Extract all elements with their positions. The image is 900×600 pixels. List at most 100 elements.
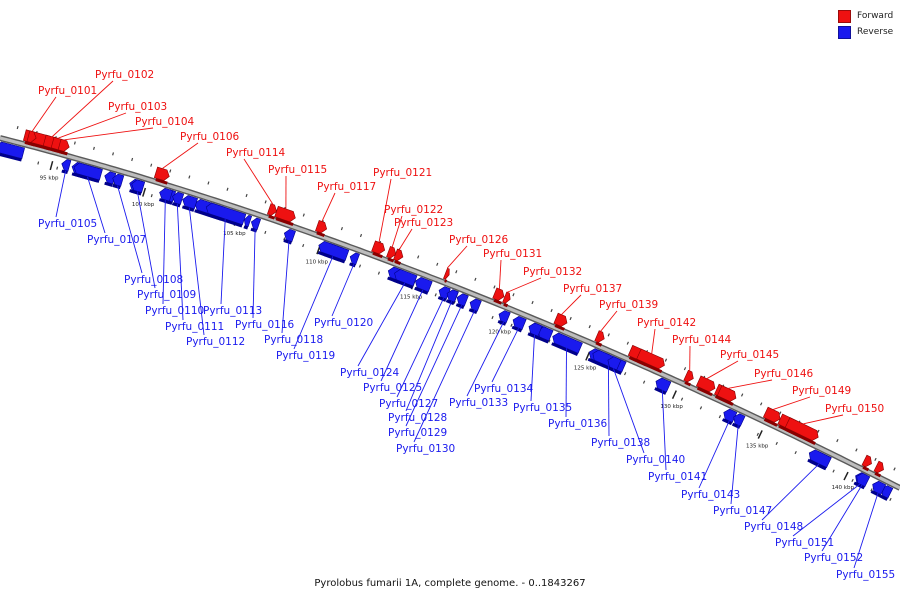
gene-feature-pyrfu_0131[interactable] xyxy=(492,287,507,305)
gene-label[interactable]: Pyrfu_0116 xyxy=(235,319,295,331)
gene-feature-pyrfu_0132[interactable] xyxy=(501,291,512,308)
gene-label[interactable]: Pyrfu_0131 xyxy=(483,248,542,260)
gene-label[interactable]: Pyrfu_0130 xyxy=(396,443,455,455)
gene-feature-pyrfu_0136[interactable] xyxy=(549,331,583,356)
gene-label[interactable]: Pyrfu_0117 xyxy=(317,181,376,193)
gene-feature-pyrfu_0134[interactable] xyxy=(510,315,527,333)
gene-feature-pyrfu_0128[interactable] xyxy=(444,288,459,305)
gene-label[interactable]: Pyrfu_0155 xyxy=(836,569,895,581)
gene-label[interactable]: Pyrfu_0104 xyxy=(135,116,195,128)
gene-label[interactable]: Pyrfu_0138 xyxy=(591,437,650,449)
gene-label[interactable]: Pyrfu_0136 xyxy=(548,418,608,430)
gene-feature-pyrfu_0104[interactable] xyxy=(57,138,70,156)
gene-feature-pyrfu_0123[interactable] xyxy=(392,248,404,265)
gene-label[interactable]: Pyrfu_0143 xyxy=(681,489,740,501)
gene-label[interactable]: Pyrfu_0105 xyxy=(38,218,97,230)
gene-feature-pyrfu_0108[interactable] xyxy=(110,173,125,190)
gene-label[interactable]: Pyrfu_0120 xyxy=(314,317,373,329)
gene-label[interactable]: Pyrfu_0122 xyxy=(384,204,443,216)
gene-feature-pyrfu_0105[interactable] xyxy=(59,158,72,175)
gene-feature-pyrfu_0106[interactable] xyxy=(153,166,170,185)
gene-feature-unlabelled[interactable] xyxy=(242,214,253,230)
gene-label[interactable]: Pyrfu_0132 xyxy=(523,266,582,278)
gene-label[interactable]: Pyrfu_0125 xyxy=(363,382,422,394)
gene-label[interactable]: Pyrfu_0127 xyxy=(379,398,438,410)
gene-feature-pyrfu_0133[interactable] xyxy=(496,309,511,326)
gene-feature-pyrfu_0149[interactable] xyxy=(762,406,782,427)
gene-feature-pyrfu_0125[interactable] xyxy=(412,276,433,295)
gene-label[interactable]: Pyrfu_0118 xyxy=(264,334,323,346)
gene-label[interactable]: Pyrfu_0110 xyxy=(145,305,204,317)
gene-feature-pyrfu_0139[interactable] xyxy=(594,330,607,347)
gene-label[interactable]: Pyrfu_0148 xyxy=(744,521,803,533)
gene-feature-pyrfu_0129[interactable] xyxy=(454,292,469,309)
gene-feature-pyrfu_0135[interactable] xyxy=(526,321,543,339)
gene-label[interactable]: Pyrfu_0150 xyxy=(825,403,884,415)
gene-label[interactable]: Pyrfu_0152 xyxy=(804,552,863,564)
gene-feature-pyrfu_0117[interactable] xyxy=(314,220,328,237)
gene-label[interactable]: Pyrfu_0146 xyxy=(754,368,814,380)
gene-label[interactable]: Pyrfu_0134 xyxy=(474,383,534,395)
gene-label[interactable]: Pyrfu_0142 xyxy=(637,317,696,329)
gene-label[interactable]: Pyrfu_0111 xyxy=(165,321,224,333)
gene-feature-pyrfu_0144[interactable] xyxy=(683,369,696,387)
gene-feature-pyrfu_0110[interactable] xyxy=(157,187,174,204)
gene-label[interactable]: Pyrfu_0113 xyxy=(203,305,262,317)
gene-label[interactable]: Pyrfu_0140 xyxy=(626,454,685,466)
gene-feature-pyrfu_0150[interactable] xyxy=(784,417,821,445)
gene-label[interactable]: Pyrfu_0149 xyxy=(792,385,851,397)
gene-label[interactable]: Pyrfu_0108 xyxy=(124,274,183,286)
gene-feature-pyrfu_0152[interactable] xyxy=(853,471,871,490)
gene-label[interactable]: Pyrfu_0144 xyxy=(672,334,732,346)
gene-label[interactable]: Pyrfu_0123 xyxy=(394,217,453,229)
gene-feature-pyrfu_0140[interactable] xyxy=(604,355,622,373)
gene-feature-pyrfu_0155[interactable] xyxy=(869,479,887,498)
gene-label[interactable]: Pyrfu_0139 xyxy=(599,299,658,311)
gene-label[interactable]: Pyrfu_0141 xyxy=(648,471,707,483)
gene-feature-pyrfu_0114[interactable] xyxy=(266,203,278,220)
gene-feature-pyrfu_0107[interactable] xyxy=(72,162,103,183)
gene-label[interactable]: Pyrfu_0135 xyxy=(513,402,572,414)
gene-feature-pyrfu_0101[interactable] xyxy=(26,130,37,147)
gene-feature-pyrfu_0109[interactable] xyxy=(129,179,146,196)
gene-label[interactable]: Pyrfu_0147 xyxy=(713,505,772,517)
gene-feature-pyrfu_0130[interactable] xyxy=(467,297,482,315)
gene-feature-pyrfu_0145[interactable] xyxy=(695,375,717,397)
gene-label[interactable]: Pyrfu_0114 xyxy=(226,147,286,159)
gene-feature-pyrfu_0112[interactable] xyxy=(180,194,199,212)
gene-feature-unlabelled[interactable] xyxy=(878,484,894,501)
gene-label[interactable]: Pyrfu_0128 xyxy=(388,412,447,424)
gene-label[interactable]: Pyrfu_0151 xyxy=(775,537,834,549)
gene-feature-pyrfu_0146[interactable] xyxy=(716,385,738,406)
gene-feature-unlabelled[interactable] xyxy=(861,454,874,472)
gene-feature-pyrfu_0141[interactable] xyxy=(652,376,672,395)
gene-label[interactable]: Pyrfu_0112 xyxy=(186,336,245,348)
gene-feature-pyrfu_0121[interactable] xyxy=(371,240,387,259)
gene-feature-pyrfu_0119[interactable] xyxy=(316,240,350,264)
gene-label[interactable]: Pyrfu_0115 xyxy=(268,164,327,176)
gene-feature-pyrfu_0122[interactable] xyxy=(385,246,397,263)
gene-label[interactable]: Pyrfu_0101 xyxy=(38,85,97,97)
gene-feature-pyrfu_0143[interactable] xyxy=(720,407,738,426)
gene-feature-pyrfu_0124[interactable] xyxy=(391,268,418,289)
gene-feature-pyrfu_0120[interactable] xyxy=(347,251,360,268)
gene-label[interactable]: Pyrfu_0145 xyxy=(720,349,779,361)
gene-feature-pyrfu_0126[interactable] xyxy=(442,267,451,283)
gene-feature-pyrfu_0137[interactable] xyxy=(553,312,570,331)
gene-label[interactable]: Pyrfu_0106 xyxy=(180,131,240,143)
gene-label[interactable]: Pyrfu_0124 xyxy=(340,367,400,379)
gene-label[interactable]: Pyrfu_0133 xyxy=(449,397,508,409)
gene-label[interactable]: Pyrfu_0103 xyxy=(108,101,167,113)
gene-feature-pyrfu_0113[interactable] xyxy=(204,202,247,228)
gene-feature-unlabelled[interactable] xyxy=(873,460,886,478)
gene-feature-pyrfu_0111[interactable] xyxy=(170,191,185,208)
gene-feature-pyrfu_0118[interactable] xyxy=(281,228,296,245)
gene-label[interactable]: Pyrfu_0129 xyxy=(388,427,447,439)
gene-feature-pyrfu_0148[interactable] xyxy=(805,448,832,471)
gene-label[interactable]: Pyrfu_0121 xyxy=(373,167,432,179)
gene-feature-pyrfu_0115[interactable] xyxy=(274,205,297,226)
gene-label[interactable]: Pyrfu_0109 xyxy=(137,289,196,301)
gene-label[interactable]: Pyrfu_0119 xyxy=(276,350,335,362)
gene-label[interactable]: Pyrfu_0126 xyxy=(449,234,509,246)
gene-label[interactable]: Pyrfu_0137 xyxy=(563,283,622,295)
